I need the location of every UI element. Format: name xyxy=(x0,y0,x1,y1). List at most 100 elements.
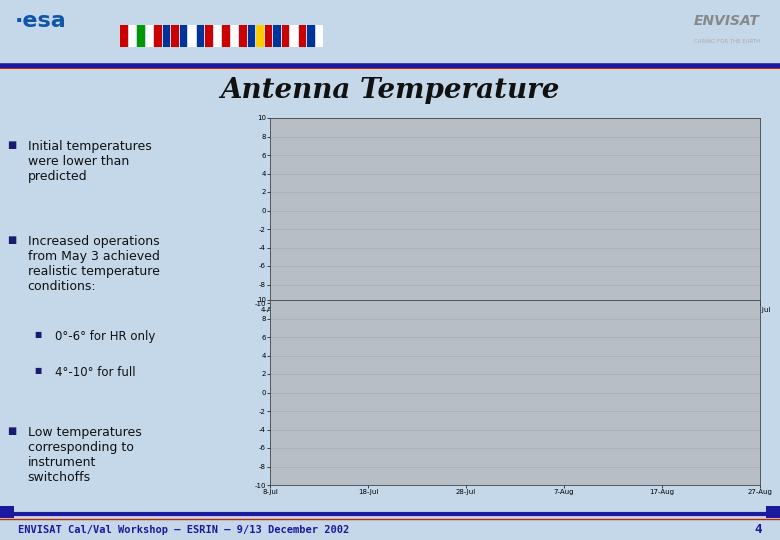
Point xyxy=(607,143,619,152)
Point xyxy=(705,198,718,206)
Point xyxy=(314,190,327,198)
Point xyxy=(459,387,471,396)
Point xyxy=(752,357,764,366)
Point xyxy=(653,196,665,205)
Point xyxy=(461,161,473,170)
Point xyxy=(262,375,275,384)
Point xyxy=(662,386,675,394)
Point xyxy=(554,356,566,364)
Point xyxy=(654,377,666,386)
Point xyxy=(605,166,618,174)
Text: 0°-6° for HR only: 0°-6° for HR only xyxy=(55,330,156,343)
Point xyxy=(408,201,420,210)
Point xyxy=(561,231,573,240)
Point xyxy=(658,145,670,154)
Point xyxy=(611,172,623,181)
Point xyxy=(702,145,714,154)
Point xyxy=(743,441,755,450)
Point xyxy=(655,356,668,364)
Point xyxy=(264,352,277,360)
Bar xyxy=(171,25,179,47)
Point xyxy=(664,390,676,399)
Point xyxy=(753,357,765,366)
Point xyxy=(509,199,521,208)
Point xyxy=(461,351,473,360)
Point xyxy=(657,390,669,399)
Point xyxy=(701,144,714,152)
Point xyxy=(752,173,764,181)
Point xyxy=(410,157,422,166)
Point xyxy=(264,336,276,345)
Point xyxy=(265,359,278,368)
Point xyxy=(604,185,616,193)
Point xyxy=(709,393,722,401)
Point xyxy=(264,370,277,379)
Point xyxy=(312,231,324,240)
Point xyxy=(460,126,473,134)
Point xyxy=(651,382,664,391)
Point xyxy=(438,386,450,395)
Point xyxy=(755,377,768,386)
Point xyxy=(553,203,566,212)
Point xyxy=(658,132,670,141)
Point xyxy=(361,360,374,369)
Point xyxy=(311,208,324,217)
Point xyxy=(460,163,473,171)
Point xyxy=(561,362,573,371)
Point xyxy=(461,415,473,423)
Point xyxy=(410,195,422,204)
Point xyxy=(723,450,736,458)
Point xyxy=(559,221,572,230)
Point xyxy=(704,121,717,130)
Point xyxy=(462,181,474,190)
Point xyxy=(658,161,671,170)
Point xyxy=(751,382,764,391)
Point xyxy=(752,456,764,464)
Point xyxy=(656,366,668,375)
Point xyxy=(357,220,370,228)
Point xyxy=(658,396,670,404)
Point xyxy=(562,403,574,411)
Point xyxy=(364,349,377,357)
Point xyxy=(753,147,765,156)
Point xyxy=(448,157,460,165)
Point xyxy=(703,136,715,145)
Point xyxy=(658,315,671,323)
Point xyxy=(267,321,279,329)
Point xyxy=(654,349,667,358)
Point xyxy=(704,139,717,148)
Point xyxy=(705,175,718,184)
Point xyxy=(657,195,669,204)
Text: Increased operations
from May 3 achieved
realistic temperature
conditions:: Increased operations from May 3 achieved… xyxy=(28,235,160,293)
Point xyxy=(756,117,768,125)
Point xyxy=(461,149,473,158)
Point xyxy=(463,396,475,405)
Point xyxy=(610,184,622,193)
Point xyxy=(558,187,571,195)
Point xyxy=(364,366,377,375)
Point xyxy=(708,152,721,161)
Point xyxy=(362,181,374,190)
Point xyxy=(556,363,569,372)
Point xyxy=(587,386,600,395)
Point xyxy=(265,396,278,405)
Point xyxy=(556,205,569,213)
Point xyxy=(654,139,667,148)
Point xyxy=(311,187,324,195)
Point xyxy=(313,204,325,212)
Point xyxy=(562,208,575,217)
Point xyxy=(555,398,568,407)
Point xyxy=(301,392,314,400)
Point xyxy=(264,207,277,216)
Point xyxy=(557,184,569,192)
Point xyxy=(268,380,280,389)
Point xyxy=(562,351,574,360)
Bar xyxy=(247,25,255,47)
Point xyxy=(314,219,326,228)
Point xyxy=(533,389,545,398)
Point xyxy=(362,203,374,212)
Point xyxy=(411,189,424,198)
Point xyxy=(606,202,619,211)
Point xyxy=(604,168,616,177)
Point xyxy=(658,147,671,156)
